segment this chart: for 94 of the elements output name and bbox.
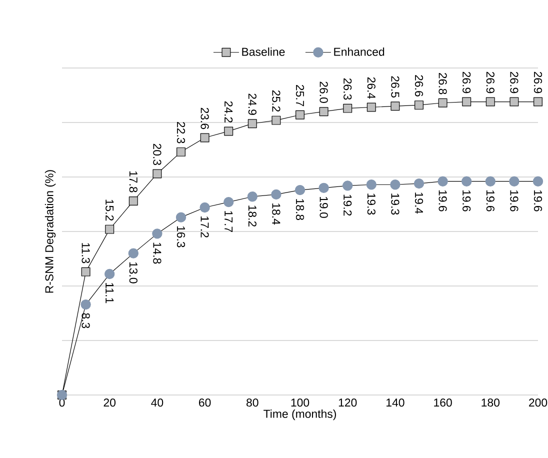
point (296, 110, 304, 120)
point (462, 176, 472, 186)
x-tick-label: 40 (151, 398, 164, 407)
data-label: 13.0 (129, 262, 138, 284)
point (152, 169, 162, 178)
data-label: 18.4 (272, 203, 280, 225)
point (81, 267, 90, 276)
data-label: 19.6 (486, 190, 494, 212)
data-label: 19.0 (320, 196, 328, 218)
y-axis-title: R-SNM Degradation (%) (44, 170, 56, 293)
x-tick-label: 160 (434, 398, 452, 407)
data-label: 24.9 (248, 94, 256, 115)
x-tick-label: 140 (386, 398, 404, 407)
x-tick-label: 180 (482, 398, 500, 407)
point (343, 104, 352, 113)
data-label: 14.8 (153, 242, 162, 264)
point (532, 176, 544, 186)
data-label: 26.8 (438, 72, 447, 94)
data-label: 23.6 (200, 108, 209, 130)
x-tick-label: 60 (199, 398, 211, 407)
point (271, 189, 282, 200)
data-label: 11.3 (82, 243, 90, 264)
point (485, 176, 496, 186)
point (486, 97, 495, 106)
x-tick-label: 20 (104, 398, 116, 407)
point (80, 299, 91, 310)
point (248, 119, 257, 128)
data-label: 20.3 (153, 144, 162, 166)
data-label: 26.9 (462, 72, 471, 94)
x-axis-title: Time (months) (264, 409, 336, 420)
point (510, 97, 519, 106)
point (104, 268, 115, 280)
point (152, 228, 162, 239)
point (176, 147, 186, 156)
point (366, 102, 376, 112)
data-label: 22.3 (176, 122, 186, 144)
data-label: 26.9 (534, 72, 542, 94)
data-label: 19.4 (414, 192, 424, 214)
data-label: 19.6 (438, 190, 447, 212)
data-label: 18.8 (296, 199, 304, 220)
data-label: 19.3 (367, 194, 376, 215)
point (462, 97, 472, 106)
data-label: 8.3 (82, 313, 90, 328)
data-label: 19.6 (534, 190, 542, 212)
point (414, 178, 424, 189)
point (414, 100, 424, 110)
point (176, 212, 186, 222)
data-label: 24.2 (224, 101, 233, 122)
data-label: 26.3 (344, 78, 352, 100)
data-label: 26.4 (367, 77, 376, 99)
data-label: 16.3 (176, 226, 186, 248)
data-label: 11.1 (106, 283, 114, 304)
point (509, 176, 520, 186)
point (366, 180, 376, 190)
point (128, 248, 138, 258)
x-tick-label: 120 (338, 398, 357, 407)
point (318, 182, 329, 193)
data-label: 17.8 (129, 171, 138, 192)
data-label: 25.2 (272, 90, 280, 112)
point (438, 176, 448, 186)
point (342, 180, 353, 191)
data-label: 25.7 (296, 84, 304, 106)
legend-label: Enhanced (334, 47, 384, 56)
point (390, 180, 400, 190)
x-tick-label: 80 (246, 398, 258, 407)
data-label: 26.0 (320, 82, 328, 103)
point (247, 192, 258, 202)
point (294, 184, 306, 196)
data-label: 19.6 (462, 190, 471, 212)
data-label: 26.6 (414, 75, 424, 96)
point (390, 102, 400, 111)
data-label: 19.2 (344, 194, 352, 216)
point (200, 133, 210, 142)
x-tick-label: 200 (529, 398, 548, 407)
point (224, 196, 234, 208)
x-tick-label: 100 (291, 398, 310, 407)
data-label: 26.9 (510, 72, 518, 94)
data-label: 19.6 (510, 190, 518, 212)
data-label: 17.7 (224, 211, 233, 232)
data-label: 19.3 (391, 194, 400, 215)
point (272, 116, 281, 125)
point (438, 98, 448, 108)
data-label: 26.5 (391, 76, 400, 98)
data-label: 26.9 (486, 72, 494, 94)
data-label: 15.2 (106, 200, 114, 221)
point (319, 107, 328, 116)
legend-label: Baseline (242, 47, 285, 56)
point (534, 97, 542, 106)
point (224, 126, 234, 136)
data-label: 18.2 (248, 206, 256, 227)
data-label: 17.2 (200, 216, 209, 238)
point (105, 224, 114, 234)
point (128, 196, 138, 206)
point (200, 202, 210, 213)
